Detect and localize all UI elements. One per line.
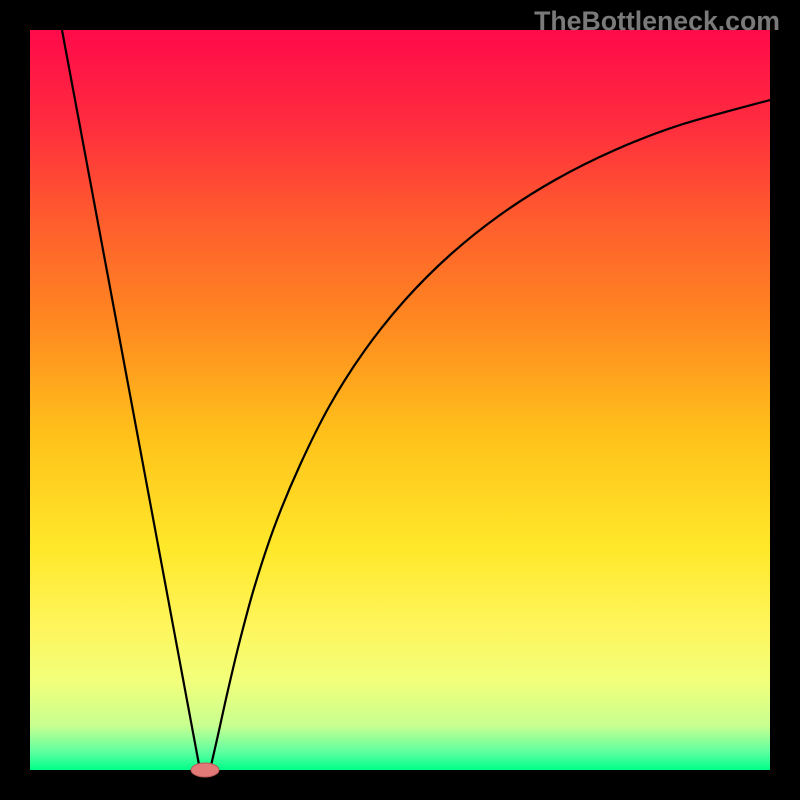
chart-container: TheBottleneck.com — [0, 0, 800, 800]
watermark-text: TheBottleneck.com — [534, 6, 780, 37]
vertex-marker — [191, 763, 219, 777]
bottleneck-chart — [0, 0, 800, 800]
chart-background — [30, 30, 770, 770]
